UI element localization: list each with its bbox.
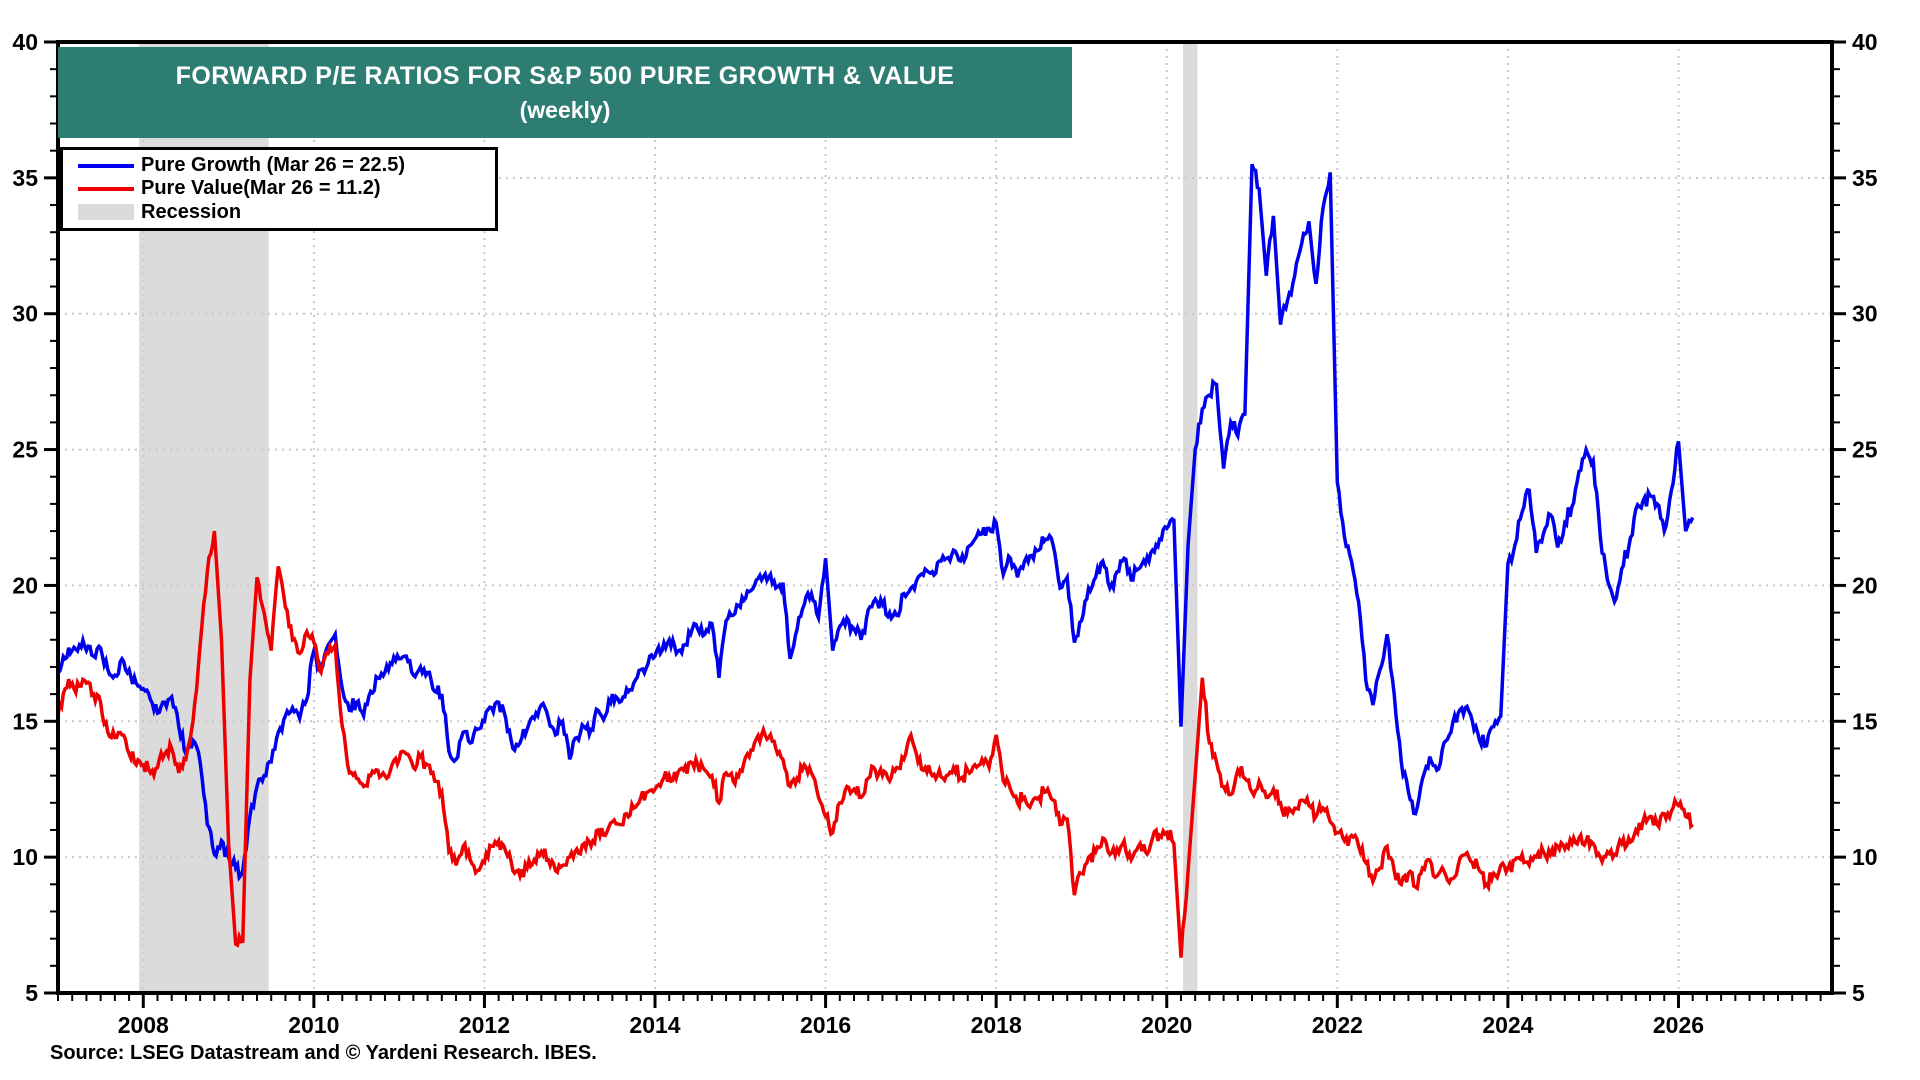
- x-axis-label: 2024: [1482, 1012, 1533, 1038]
- y-axis-label-left: 25: [12, 437, 38, 463]
- legend-item-label: Pure Growth (Mar 26 = 22.5): [141, 154, 405, 177]
- legend-item-label: Recession: [141, 200, 242, 223]
- axis-ticks: [44, 40, 1846, 1008]
- x-axis-label: 2022: [1312, 1012, 1363, 1038]
- y-axis-label-right: 35: [1852, 165, 1878, 191]
- pure-value-line-swatch: [71, 186, 141, 191]
- legend-item-pure-value: Pure Value(Mar 26 = 11.2): [71, 177, 487, 200]
- y-axis-label-right: 15: [1852, 708, 1878, 734]
- x-axis-label: 2020: [1141, 1012, 1192, 1038]
- title-box: FORWARD P/E RATIOS FOR S&P 500 PURE GROW…: [58, 47, 1072, 138]
- y-axis-label-right: 10: [1852, 844, 1878, 870]
- pure-growth-line-swatch: [71, 163, 141, 168]
- plot-frame: [56, 40, 1834, 995]
- series-lines: [58, 163, 1695, 958]
- y-axis-label-left: 15: [12, 708, 38, 734]
- legend-item-recession: Recession: [71, 201, 487, 224]
- legend-item-label: Pure Value(Mar 26 = 11.2): [141, 177, 381, 200]
- y-axis-label-right: 40: [1852, 29, 1878, 55]
- y-axis-label-left: 10: [12, 844, 38, 870]
- y-axis-label-right: 25: [1852, 437, 1878, 463]
- x-axis-label: 2016: [800, 1012, 851, 1038]
- y-axis-label-left: 35: [12, 165, 38, 191]
- y-axis-label-left: 5: [25, 980, 38, 1006]
- y-axis-label-right: 20: [1852, 572, 1878, 598]
- x-axis-label: 2010: [288, 1012, 339, 1038]
- recession-band-swatch: [71, 204, 141, 221]
- x-axis-label: 2012: [459, 1012, 510, 1038]
- x-axis-label: 2008: [118, 1012, 169, 1038]
- x-axis-label: 2018: [971, 1012, 1022, 1038]
- y-axis-label-left: 30: [12, 301, 38, 327]
- y-axis-label-left: 40: [12, 29, 38, 55]
- chart-title: FORWARD P/E RATIOS FOR S&P 500 PURE GROW…: [175, 61, 955, 90]
- y-axis-label-right: 30: [1852, 301, 1878, 327]
- x-axis-label: 2014: [629, 1012, 680, 1038]
- x-axis-label: 2026: [1653, 1012, 1704, 1038]
- y-axis-label-left: 20: [12, 572, 38, 598]
- source-note: Source: LSEG Datastream and © Yardeni Re…: [50, 1042, 597, 1064]
- y-axis-label-right: 5: [1852, 980, 1865, 1006]
- pure-value-line: [58, 530, 1694, 958]
- chart-subtitle: (weekly): [519, 96, 611, 123]
- legend: Pure Growth (Mar 26 = 22.5) Pure Value(M…: [60, 147, 498, 231]
- legend-item-pure-growth: Pure Growth (Mar 26 = 22.5): [71, 154, 487, 177]
